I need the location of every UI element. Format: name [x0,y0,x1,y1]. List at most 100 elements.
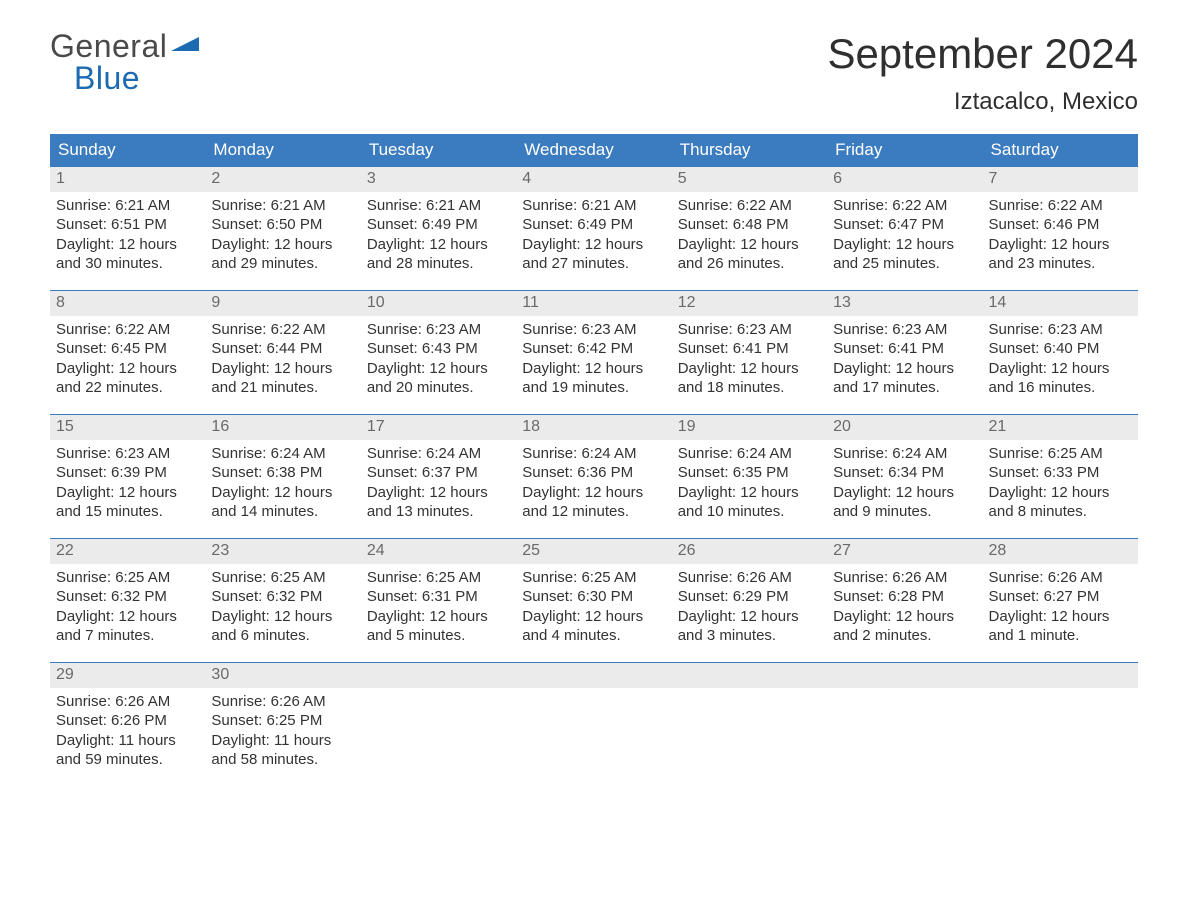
day-number: 5 [672,167,827,192]
d2-line: and 5 minutes. [367,626,510,646]
day-number: 24 [361,539,516,564]
weekday-header: Wednesday [516,134,671,166]
d1-line: Daylight: 12 hours [989,235,1132,255]
calendar-cell: 29Sunrise: 6:26 AMSunset: 6:26 PMDayligh… [50,663,205,786]
weekday-header: Saturday [983,134,1138,166]
calendar-cell: 10Sunrise: 6:23 AMSunset: 6:43 PMDayligh… [361,291,516,414]
d2-line: and 17 minutes. [833,378,976,398]
sunset-line: Sunset: 6:35 PM [678,463,821,483]
sunset-line: Sunset: 6:47 PM [833,215,976,235]
calendar-week: 8Sunrise: 6:22 AMSunset: 6:45 PMDaylight… [50,290,1138,414]
day-number: 2 [205,167,360,192]
day-number: 10 [361,291,516,316]
sunset-line: Sunset: 6:33 PM [989,463,1132,483]
d1-line: Daylight: 12 hours [678,483,821,503]
day-number: 17 [361,415,516,440]
d2-line: and 4 minutes. [522,626,665,646]
day-number: 16 [205,415,360,440]
d1-line: Daylight: 12 hours [522,483,665,503]
day-number: 18 [516,415,671,440]
d2-line: and 7 minutes. [56,626,199,646]
calendar-cell [827,663,982,786]
d1-line: Daylight: 12 hours [56,235,199,255]
sunrise-line: Sunrise: 6:25 AM [367,568,510,588]
calendar-cell: 23Sunrise: 6:25 AMSunset: 6:32 PMDayligh… [205,539,360,662]
day-number [516,663,671,688]
sunrise-line: Sunrise: 6:26 AM [833,568,976,588]
sunrise-line: Sunrise: 6:23 AM [367,320,510,340]
weekday-header: Sunday [50,134,205,166]
day-number [361,663,516,688]
sunrise-line: Sunrise: 6:26 AM [56,692,199,712]
day-number: 19 [672,415,827,440]
sunset-line: Sunset: 6:38 PM [211,463,354,483]
calendar-cell: 26Sunrise: 6:26 AMSunset: 6:29 PMDayligh… [672,539,827,662]
d2-line: and 23 minutes. [989,254,1132,274]
weekday-header: Monday [205,134,360,166]
sunset-line: Sunset: 6:26 PM [56,711,199,731]
d2-line: and 12 minutes. [522,502,665,522]
sunset-line: Sunset: 6:49 PM [522,215,665,235]
sunset-line: Sunset: 6:49 PM [367,215,510,235]
sunset-line: Sunset: 6:25 PM [211,711,354,731]
d1-line: Daylight: 12 hours [367,607,510,627]
d2-line: and 14 minutes. [211,502,354,522]
d1-line: Daylight: 12 hours [367,483,510,503]
sunrise-line: Sunrise: 6:22 AM [678,196,821,216]
sunset-line: Sunset: 6:40 PM [989,339,1132,359]
sunrise-line: Sunrise: 6:26 AM [989,568,1132,588]
month-title: September 2024 [827,30,1138,78]
d2-line: and 25 minutes. [833,254,976,274]
sunrise-line: Sunrise: 6:25 AM [211,568,354,588]
weekday-header: Friday [827,134,982,166]
d2-line: and 16 minutes. [989,378,1132,398]
d2-line: and 1 minute. [989,626,1132,646]
day-number: 27 [827,539,982,564]
calendar: Sunday Monday Tuesday Wednesday Thursday… [50,134,1138,786]
sunrise-line: Sunrise: 6:24 AM [367,444,510,464]
day-number: 3 [361,167,516,192]
logo-word-blue: Blue [74,62,140,94]
sunset-line: Sunset: 6:28 PM [833,587,976,607]
d1-line: Daylight: 12 hours [833,607,976,627]
day-number: 13 [827,291,982,316]
calendar-cell: 5Sunrise: 6:22 AMSunset: 6:48 PMDaylight… [672,167,827,290]
d1-line: Daylight: 12 hours [211,483,354,503]
calendar-cell: 6Sunrise: 6:22 AMSunset: 6:47 PMDaylight… [827,167,982,290]
sunset-line: Sunset: 6:39 PM [56,463,199,483]
sunrise-line: Sunrise: 6:23 AM [989,320,1132,340]
calendar-week: 1Sunrise: 6:21 AMSunset: 6:51 PMDaylight… [50,166,1138,290]
calendar-cell: 8Sunrise: 6:22 AMSunset: 6:45 PMDaylight… [50,291,205,414]
d2-line: and 9 minutes. [833,502,976,522]
day-number: 1 [50,167,205,192]
weekday-header: Tuesday [361,134,516,166]
day-number: 7 [983,167,1138,192]
d2-line: and 21 minutes. [211,378,354,398]
sunrise-line: Sunrise: 6:21 AM [56,196,199,216]
calendar-cell [983,663,1138,786]
d1-line: Daylight: 12 hours [522,235,665,255]
day-number [672,663,827,688]
sunset-line: Sunset: 6:41 PM [833,339,976,359]
sunset-line: Sunset: 6:37 PM [367,463,510,483]
calendar-cell: 21Sunrise: 6:25 AMSunset: 6:33 PMDayligh… [983,415,1138,538]
d1-line: Daylight: 12 hours [989,607,1132,627]
d2-line: and 27 minutes. [522,254,665,274]
d2-line: and 8 minutes. [989,502,1132,522]
calendar-cell: 24Sunrise: 6:25 AMSunset: 6:31 PMDayligh… [361,539,516,662]
calendar-week: 15Sunrise: 6:23 AMSunset: 6:39 PMDayligh… [50,414,1138,538]
d1-line: Daylight: 11 hours [56,731,199,751]
d2-line: and 29 minutes. [211,254,354,274]
calendar-week: 29Sunrise: 6:26 AMSunset: 6:26 PMDayligh… [50,662,1138,786]
calendar-cell: 25Sunrise: 6:25 AMSunset: 6:30 PMDayligh… [516,539,671,662]
sunrise-line: Sunrise: 6:25 AM [522,568,665,588]
sunrise-line: Sunrise: 6:22 AM [833,196,976,216]
d1-line: Daylight: 12 hours [522,359,665,379]
calendar-cell: 4Sunrise: 6:21 AMSunset: 6:49 PMDaylight… [516,167,671,290]
calendar-cell: 28Sunrise: 6:26 AMSunset: 6:27 PMDayligh… [983,539,1138,662]
sunrise-line: Sunrise: 6:22 AM [211,320,354,340]
day-number: 14 [983,291,1138,316]
sunrise-line: Sunrise: 6:21 AM [211,196,354,216]
calendar-cell: 19Sunrise: 6:24 AMSunset: 6:35 PMDayligh… [672,415,827,538]
logo-word-general: General [50,30,167,62]
